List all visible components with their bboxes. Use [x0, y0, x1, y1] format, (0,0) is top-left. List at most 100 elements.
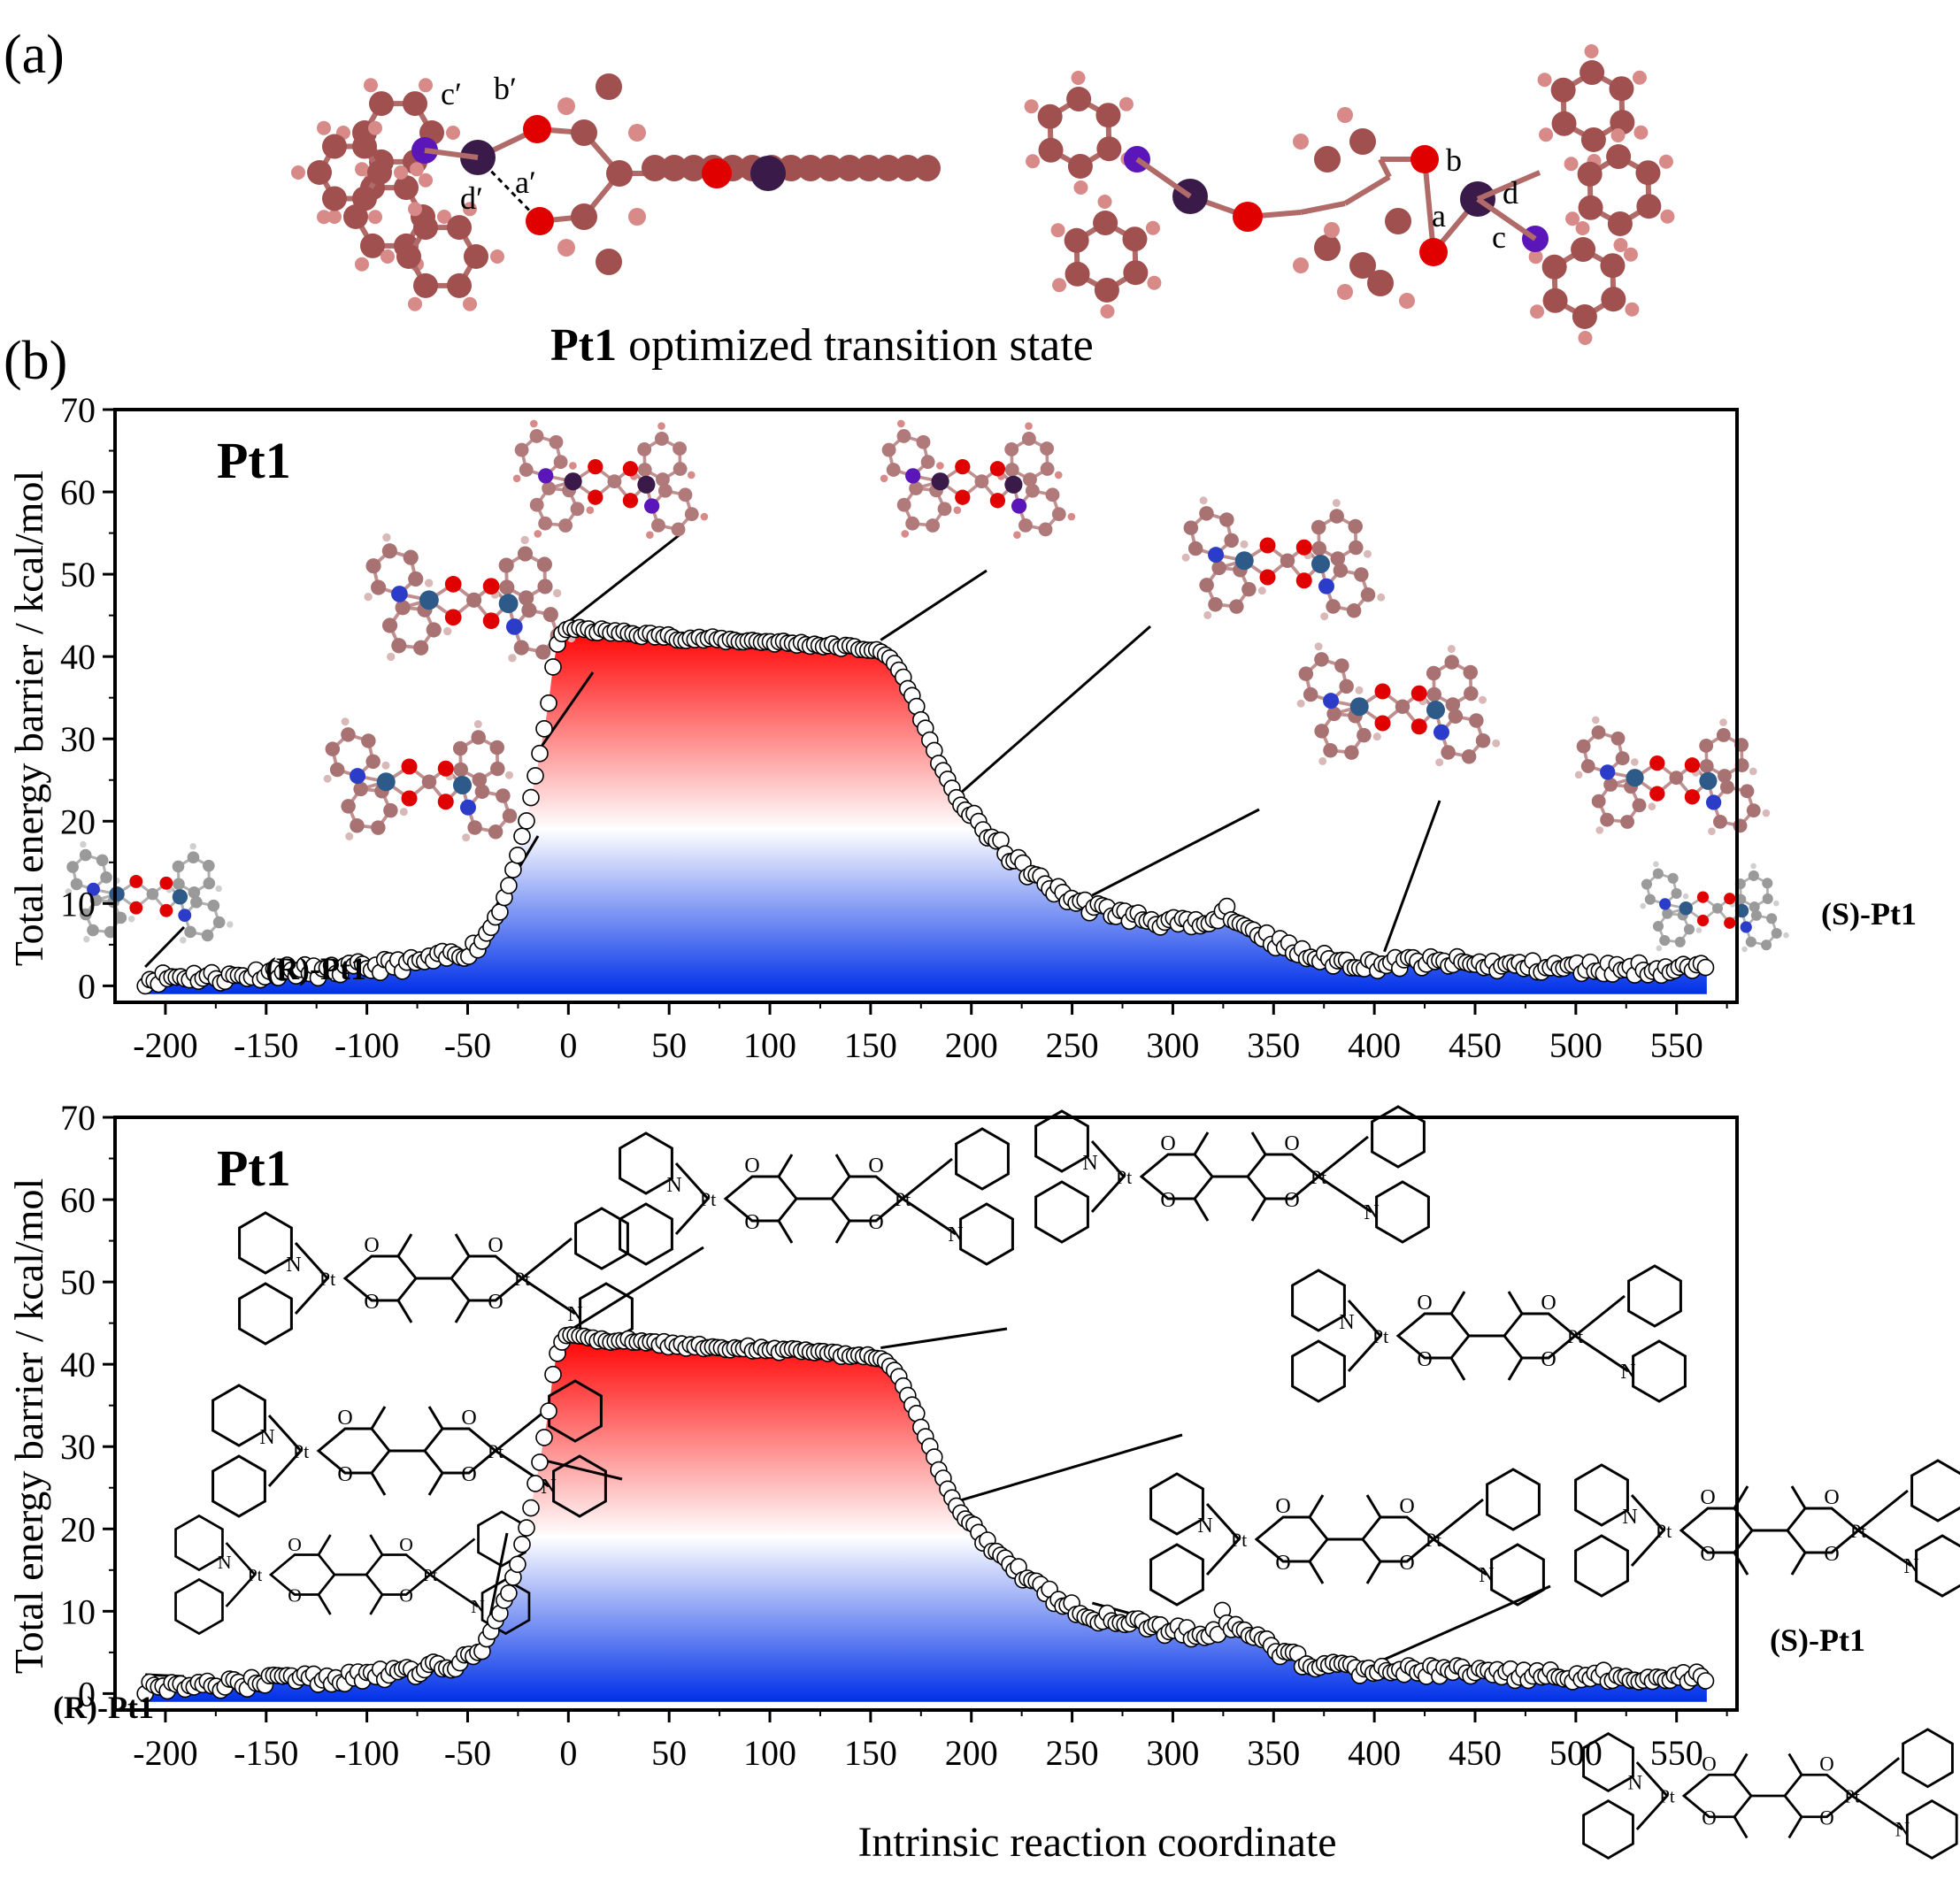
carbon-atom	[1123, 260, 1149, 286]
carbon-atom	[490, 761, 505, 777]
skeletal-bond	[423, 1427, 498, 1475]
carbon-atom	[1609, 76, 1634, 102]
skeletal-bond	[342, 1254, 418, 1302]
carbon-atom	[1718, 769, 1732, 783]
hydrogen-atom	[700, 512, 709, 521]
hydrogen-atom	[180, 937, 187, 944]
atom-label: O	[1700, 1543, 1715, 1566]
atom-label: Pt	[1116, 1166, 1132, 1188]
skeletal-bond	[548, 1379, 603, 1443]
carbon-atom	[467, 820, 482, 835]
hydrogen-atom	[1653, 861, 1659, 868]
carbon-atom	[1674, 936, 1686, 947]
skeletal-bond	[238, 1282, 293, 1346]
oxygen-atom	[1259, 537, 1276, 554]
atom-label: O	[1399, 1495, 1414, 1518]
carbon-atom	[341, 727, 356, 742]
skeletal-bond	[238, 1211, 293, 1275]
x-tick-label: 500	[1549, 1733, 1603, 1773]
skeletal-bond	[1034, 1109, 1089, 1173]
carbon-atom	[596, 249, 622, 275]
carbon-atom	[203, 859, 215, 872]
data-point	[1696, 1672, 1715, 1690]
platinum-atom	[564, 472, 582, 491]
skeletal-bond	[454, 1233, 471, 1257]
atom-label: O	[461, 1407, 476, 1430]
hydrogen-atom	[1025, 422, 1033, 430]
carbon-atom	[797, 155, 824, 181]
hydrogen-atom	[1539, 127, 1554, 142]
hydrogen-atom	[83, 935, 90, 943]
skeletal-bond	[1915, 1534, 1960, 1598]
skeletal-bond	[1582, 1799, 1634, 1860]
carbon-atom	[637, 442, 652, 456]
hydrogen-atom	[1575, 221, 1590, 236]
bond-label: b	[1446, 142, 1462, 178]
carbon-atom	[517, 546, 534, 562]
hydrogen-atom	[1595, 826, 1604, 834]
carbon-atom	[1395, 699, 1410, 714]
hydrogen-atom	[1631, 758, 1639, 766]
atom-label: Pt	[1844, 1786, 1860, 1807]
structure-pointer	[880, 569, 988, 641]
hydrogen-atom	[463, 202, 477, 217]
carbon-atom	[920, 455, 935, 470]
hydrogen-atom	[1633, 125, 1649, 140]
oxygen-atom	[1295, 572, 1312, 589]
hydrogen-atom	[419, 78, 433, 93]
annotation-r-pt1: (R)-Pt1	[265, 951, 366, 986]
annotation-r-pt1: (R)-Pt1	[53, 1690, 154, 1725]
skeletal-bond	[619, 1202, 673, 1266]
hydrogen-atom	[1610, 128, 1626, 143]
nitrogen-atom	[1659, 898, 1672, 910]
carbon-atom	[474, 784, 490, 799]
carbon-atom	[322, 186, 347, 211]
carbon-atom	[381, 617, 398, 633]
carbon-atom	[496, 788, 511, 803]
platinum-atom	[419, 590, 439, 610]
panel-b-label: (b)	[4, 331, 67, 391]
nitrogen-atom	[391, 586, 408, 602]
x-tick-label: 350	[1247, 1025, 1300, 1065]
structure-pointer	[1383, 800, 1441, 953]
hydrogen-atom	[394, 165, 408, 180]
carbon-atom	[365, 754, 380, 770]
carbon-atom	[537, 579, 553, 594]
carbon-atom	[514, 442, 529, 457]
carbon-atom	[1441, 745, 1456, 760]
hydrogen-atom	[1293, 257, 1309, 273]
skeletal-bond	[370, 1406, 387, 1430]
y-tick-label: 20	[60, 801, 96, 841]
skeletal-bond	[174, 1577, 224, 1636]
hydrogen-atom	[1318, 756, 1327, 765]
carbon-atom	[1542, 288, 1568, 313]
carbon-atom	[187, 851, 200, 863]
skeletal-bond	[1630, 1493, 1666, 1568]
carbon-atom	[1740, 784, 1755, 799]
hydrogen-atom	[443, 626, 452, 636]
skeletal-bond	[834, 1220, 851, 1244]
skeletal-bond	[294, 1241, 330, 1315]
atom-label: O	[1284, 1189, 1299, 1212]
carbon-atom	[1344, 745, 1359, 760]
hydrogen-atom	[1013, 531, 1021, 539]
carbon-atom	[1051, 507, 1066, 522]
oxygen-atom	[1724, 893, 1736, 905]
carbon-atom	[352, 134, 377, 159]
oxygen-atom	[955, 459, 971, 475]
carbon-atom	[654, 432, 669, 446]
carbon-atom	[1632, 798, 1647, 813]
hydrogen-atom	[1708, 827, 1716, 835]
skeletal-bond	[429, 1538, 476, 1576]
skeletal-bond	[1851, 1794, 1903, 1831]
hydrogen-atom	[936, 462, 944, 470]
oxygen-atom	[588, 489, 603, 505]
skeletal-bond	[1318, 1175, 1372, 1214]
carbon-atom	[66, 861, 79, 873]
hydrogen-atom	[355, 162, 369, 177]
atom-label: N	[666, 1174, 681, 1197]
skeletal-bond	[316, 1427, 391, 1475]
nitrogen-atom	[1318, 578, 1334, 594]
carbon-atom	[1018, 518, 1033, 533]
structure-pointer	[557, 1246, 704, 1339]
